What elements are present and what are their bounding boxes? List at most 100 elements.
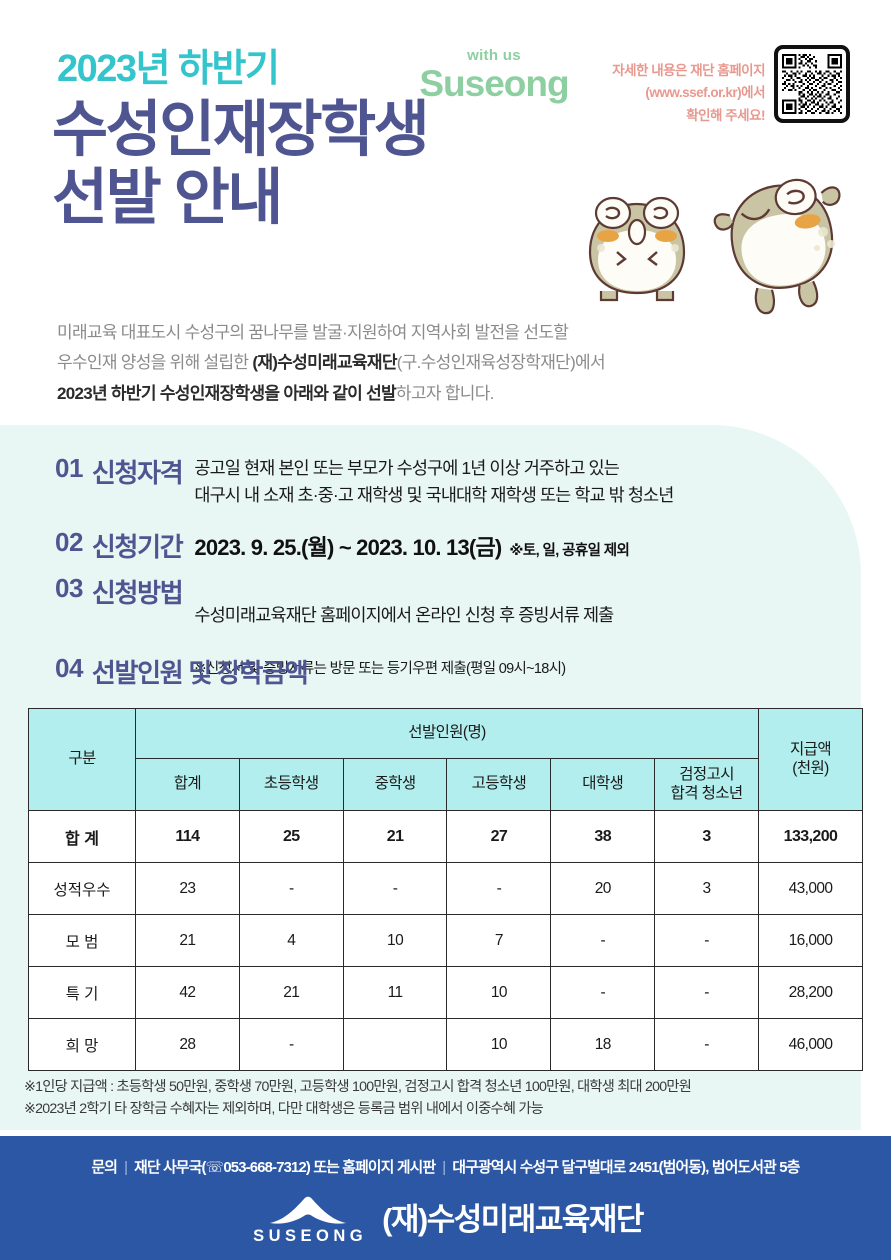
header-sub-elementary: 초등학생: [238, 758, 344, 811]
cell-total-university: 38: [550, 810, 656, 863]
cell-talent-university: -: [550, 966, 656, 1019]
section-03-label: 신청방법: [91, 578, 184, 608]
table-header-row-1: 구분 선발인원(명) 지급액 (천원): [28, 708, 863, 811]
cell-model-middle: 10: [342, 914, 448, 967]
footnotes: ※1인당 지급액 : 초등학생 50만원, 중학생 70만원, 고등학생 100…: [24, 1076, 874, 1120]
row-label-hope: 희 망: [28, 1018, 136, 1071]
cell-total-high: 27: [446, 810, 552, 863]
cell-total-sum: 114: [135, 810, 240, 863]
cell-academic-university: 20: [550, 862, 656, 915]
row-label-model: 모 범: [28, 914, 136, 967]
cell-academic-amount: 43,000: [758, 862, 863, 915]
table-row: 성적우수 23 - - - 20 3 43,000: [28, 862, 863, 915]
cell-talent-middle: 11: [342, 966, 448, 1019]
cell-academic-high: -: [446, 862, 552, 915]
logo-with-us-text: with us: [467, 47, 521, 64]
header-group-quota: 선발인원(명): [135, 708, 759, 759]
grant-table-wrapper: 구분 선발인원(명) 지급액 (천원) 합계 초등학생 중학생 고등학생 대학생…: [28, 708, 863, 1071]
section-03-body: 수성미래교육재단 홈페이지에서 온라인 신청 후 증빙서류 제출 ※신청서 및 …: [194, 573, 614, 708]
section-02-number: 02: [55, 527, 83, 557]
footnote-line-2: ※2023년 2학기 타 장학금 수혜자는 제외하며, 다만 대학생은 등록금 …: [24, 1101, 544, 1117]
cell-model-high: 7: [446, 914, 552, 967]
brand-name: (재)수성미래교육재단: [382, 1201, 644, 1237]
brand-mark: SUSEONG: [248, 1192, 368, 1246]
cell-talent-elementary: 21: [238, 966, 344, 1019]
cell-total-elementary: 25: [238, 810, 344, 863]
cell-model-elementary: 4: [238, 914, 344, 967]
cell-model-sum: 21: [135, 914, 240, 967]
cell-total-ged: 3: [654, 810, 759, 863]
logo-suseong-text: Suseong: [419, 63, 569, 104]
section-03-body-sub: ※신청서 및 증빙서류는 방문 또는 등기우편 제출(평일 09시~18시): [194, 661, 566, 678]
header-amount: 지급액 (천원): [758, 708, 863, 811]
table-row: 합 계 114 25 21 27 38 3 133,200: [28, 810, 863, 863]
table-row: 희 망 28 - 10 18 - 46,000: [28, 1018, 863, 1071]
row-label-talent: 특 기: [28, 966, 136, 1019]
header-sub-university: 대학생: [550, 758, 656, 811]
row-label-total: 합 계: [28, 810, 136, 863]
cell-hope-sum: 28: [135, 1018, 240, 1071]
page-title: 수성인재장학생 선발 안내: [52, 95, 430, 232]
suseong-brand-logo: with us Suseong: [414, 48, 574, 104]
header-sub-high: 고등학생: [446, 758, 552, 811]
cell-hope-elementary: -: [238, 1018, 344, 1071]
intro-line-1: 미래교육 대표도시 수성구의 꿈나무를 발굴·지원하여 지역사회 발전을 선도할: [57, 323, 569, 342]
intro-line-2-bold: (재)수성미래교육재단: [252, 353, 397, 373]
intro-line-3-bold: 2023년 하반기 수성인재장학생을 아래와 같이 선발: [57, 383, 397, 403]
header-sub-total: 합계: [135, 758, 240, 811]
footer-divider-1: |: [124, 1160, 128, 1176]
section-04-label: 선발인원 및 장학금액: [91, 658, 309, 688]
cell-talent-high: 10: [446, 966, 552, 1019]
section-02-note: ※토, 일, 공휴일 제외: [509, 543, 630, 559]
section-03-body-main: 수성미래교육재단 홈페이지에서 온라인 신청 후 증빙서류 제출: [194, 605, 614, 626]
cell-academic-ged: 3: [654, 862, 759, 915]
grant-table: 구분 선발인원(명) 지급액 (천원) 합계 초등학생 중학생 고등학생 대학생…: [28, 708, 863, 1071]
footer-contact-address: 대구광역시 수성구 달구벌대로 2451(범어동), 범어도서관 5층: [452, 1160, 800, 1176]
header-gubun: 구분: [28, 708, 136, 811]
intro-line-3: 2023년 하반기 수성인재장학생을 아래와 같이 선발하고자 합니다.: [57, 379, 867, 409]
cell-talent-amount: 28,200: [758, 966, 863, 1019]
section-03-method: 03 신청방법 수성미래교육재단 홈페이지에서 온라인 신청 후 증빙서류 제출…: [55, 573, 614, 708]
footer-contact-office: 재단 사무국(☏053-668-7312) 또는 홈페이지 게시판: [134, 1160, 436, 1176]
section-04-number: 04: [55, 653, 83, 683]
cell-talent-sum: 42: [135, 966, 240, 1019]
section-01-body: 공고일 현재 본인 또는 부모가 수성구에 1년 이상 거주하고 있는 대구시 …: [194, 458, 674, 506]
cell-total-amount: 133,200: [758, 810, 863, 863]
cell-academic-elementary: -: [238, 862, 344, 915]
intro-line-2: 우수인재 양성을 위해 설립한 (재)수성미래교육재단(구.수성인재육성장학재단…: [57, 348, 867, 378]
cell-total-middle: 21: [342, 810, 448, 863]
cell-hope-ged: -: [654, 1018, 759, 1071]
table-row: 모 범 21 4 10 7 - - 16,000: [28, 914, 863, 967]
mountain-icon: [270, 1196, 347, 1224]
footer-contact-line: 문의 | 재단 사무국(☏053-668-7312) 또는 홈페이지 게시판 | 대구광…: [0, 1156, 891, 1177]
brand-mark-word: SUSEONG: [253, 1227, 368, 1245]
section-02-date-range: 2023. 9. 25.(월) ~ 2023. 10. 13(금): [194, 535, 502, 560]
section-02-value: 2023. 9. 25.(월) ~ 2023. 10. 13(금) ※토, 일, …: [194, 527, 629, 562]
poster-footer: 문의 | 재단 사무국(☏053-668-7312) 또는 홈페이지 게시판 | 대구광…: [0, 1136, 891, 1260]
cell-hope-high: 10: [446, 1018, 552, 1071]
table-row: 특 기 42 21 11 10 - - 28,200: [28, 966, 863, 1019]
section-01-eligibility: 01 신청자격 공고일 현재 본인 또는 부모가 수성구에 1년 이상 거주하고…: [55, 453, 674, 509]
header-sub-middle: 중학생: [342, 758, 448, 811]
cell-hope-amount: 46,000: [758, 1018, 863, 1071]
footer-contact-label: 문의: [91, 1160, 118, 1176]
qr-note-text: 자세한 내용은 재단 홈페이지 (www.ssef.or.kr)에서 확인해 주…: [612, 63, 765, 123]
cell-hope-university: 18: [550, 1018, 656, 1071]
row-label-academic: 성적우수: [28, 862, 136, 915]
header-sub-ged: 검정고시 합격 청소년: [654, 758, 759, 811]
title-year: 2023년 하반기: [57, 48, 280, 90]
section-03-number: 03: [55, 573, 83, 603]
cell-academic-sum: 23: [135, 862, 240, 915]
cell-hope-middle: [342, 1018, 448, 1071]
section-01-label: 신청자격: [91, 458, 184, 488]
intro-line-2-post: (구.수성인재육성장학재단)에서: [396, 353, 606, 373]
cell-academic-middle: -: [342, 862, 448, 915]
qr-code-icon[interactable]: [774, 45, 850, 123]
footnote-line-1: ※1인당 지급액 : 초등학생 50만원, 중학생 70만원, 고등학생 100…: [24, 1079, 692, 1095]
grant-table-head: 구분 선발인원(명) 지급액 (천원) 합계 초등학생 중학생 고등학생 대학생…: [28, 708, 863, 811]
cell-talent-ged: -: [654, 966, 759, 1019]
footer-brand: SUSEONG (재)수성미래교육재단: [0, 1192, 891, 1246]
section-04-quota-and-amount: 04 선발인원 및 장학금액: [55, 653, 309, 690]
section-02-label: 신청기간: [91, 532, 184, 562]
